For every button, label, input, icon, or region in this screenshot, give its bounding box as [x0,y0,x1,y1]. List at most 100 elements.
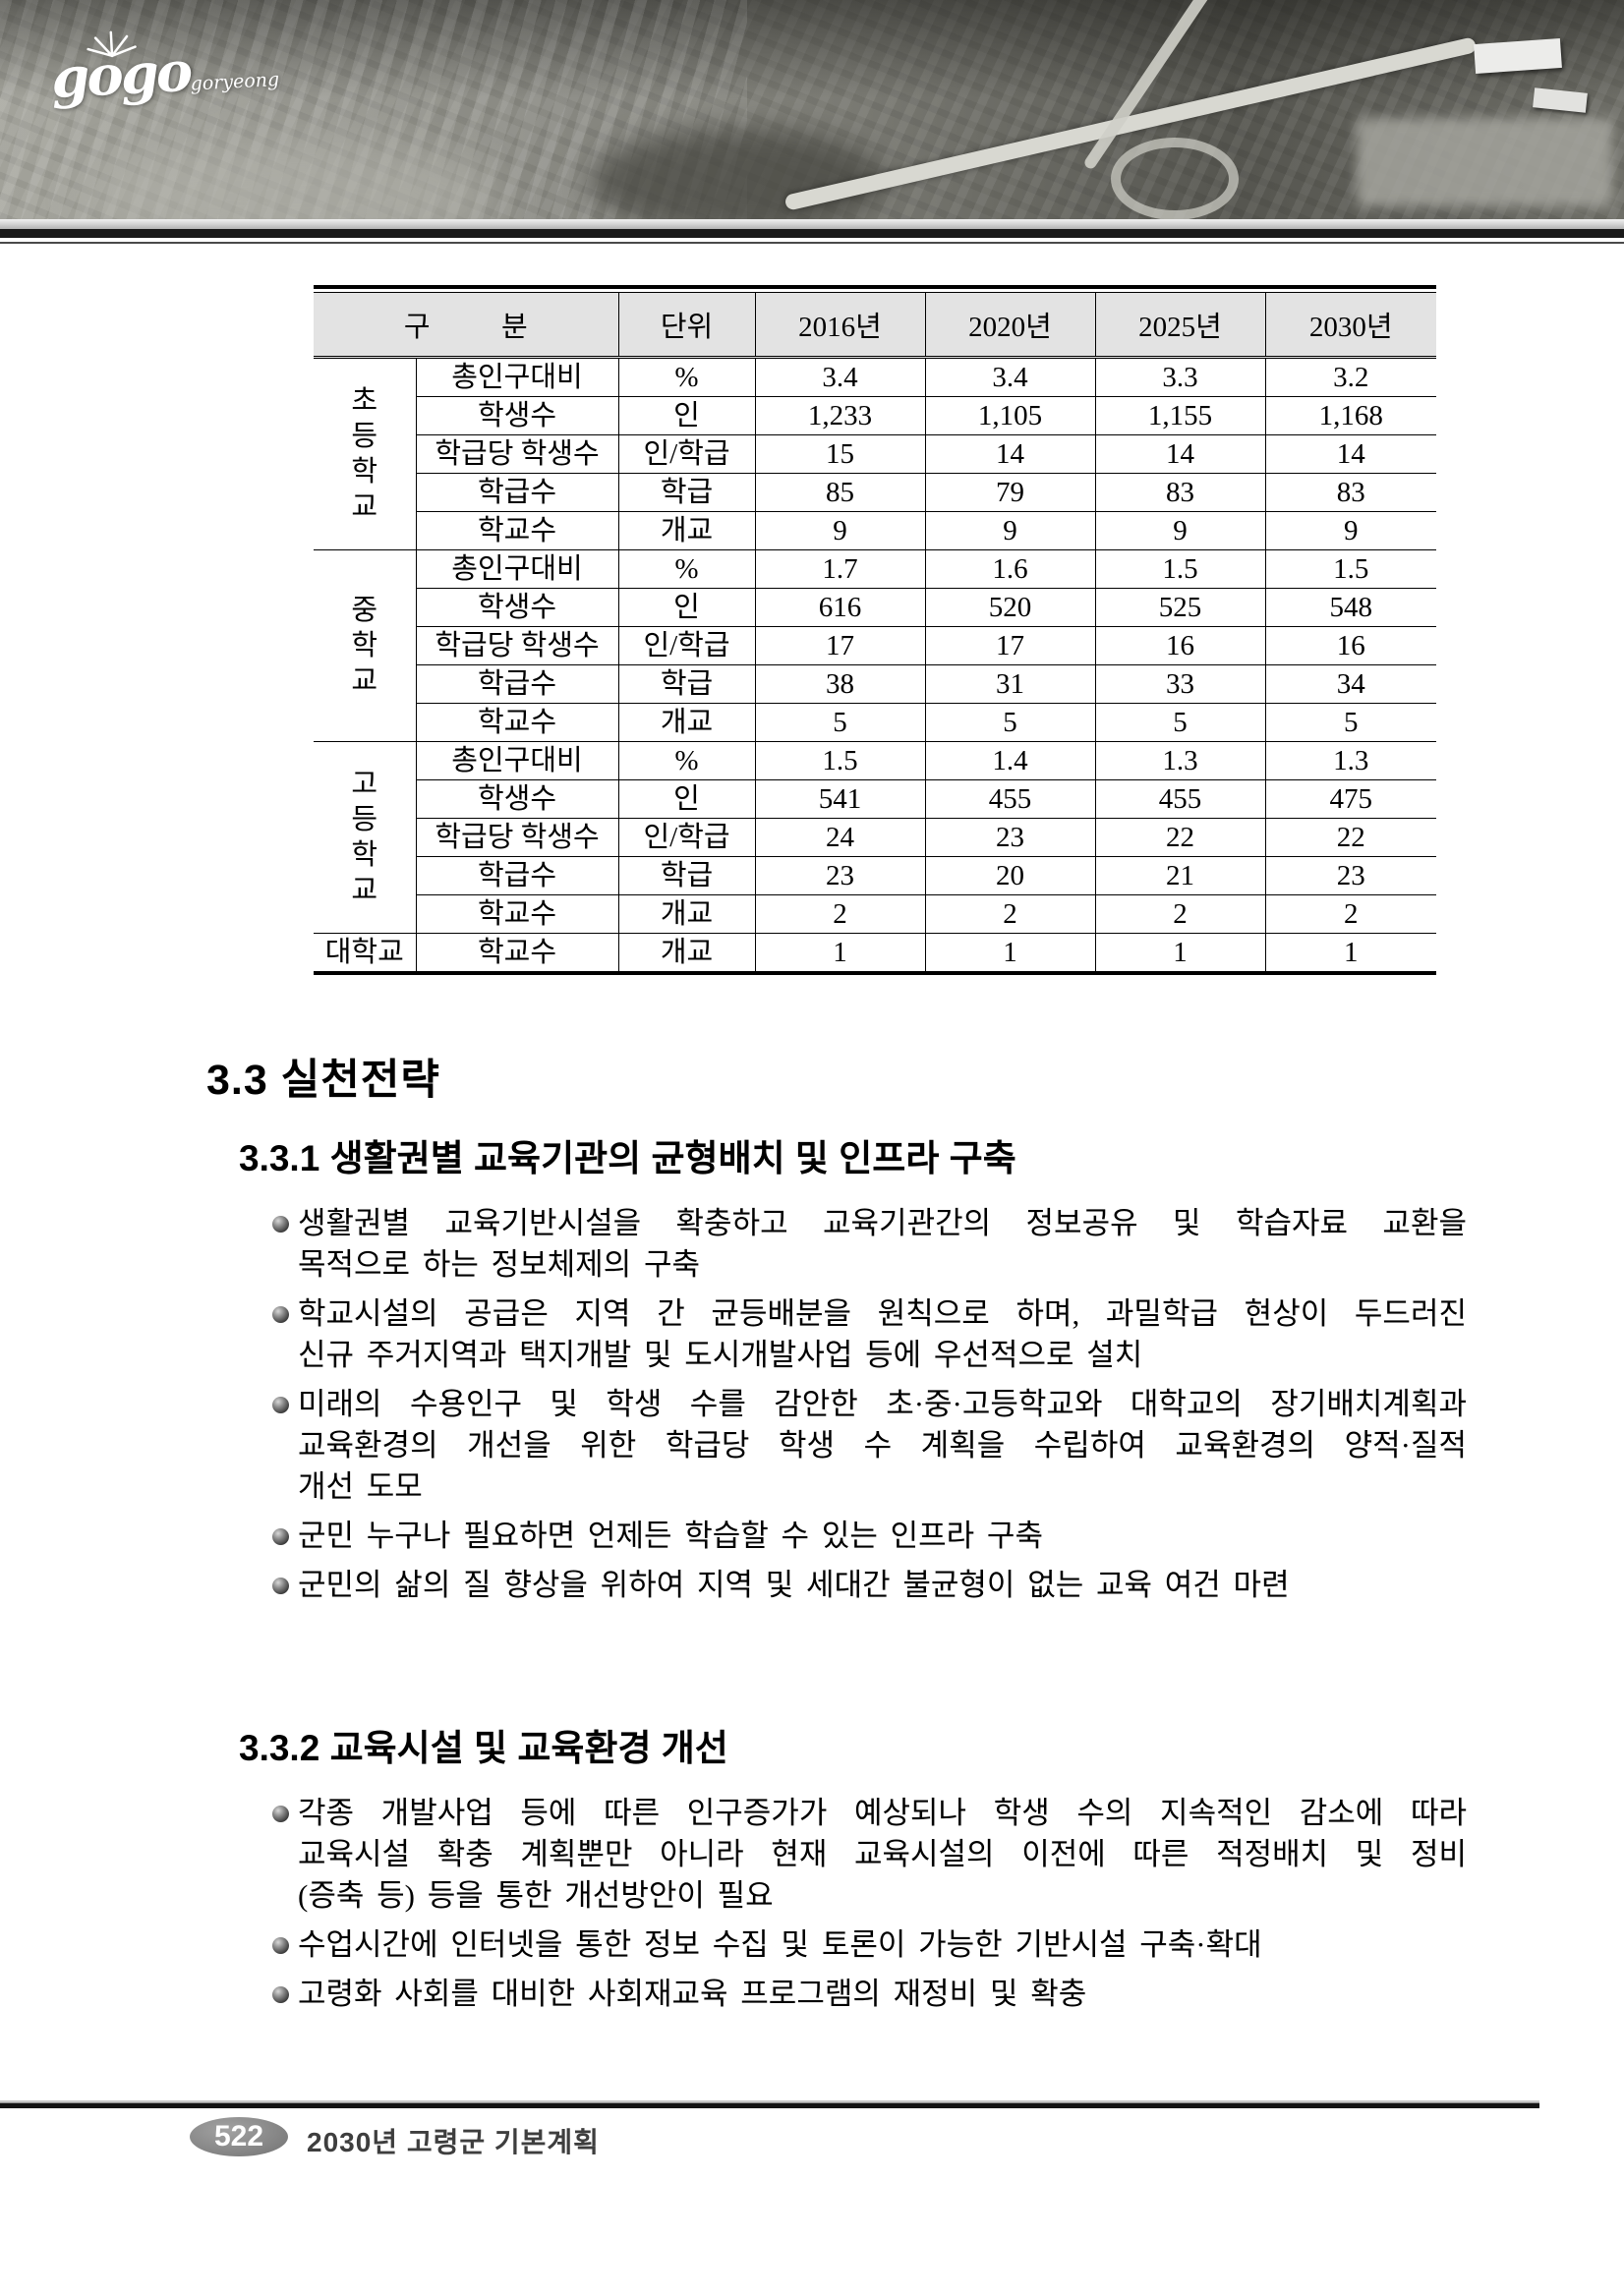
cell-unit: 인 [617,396,755,435]
logo-text-sub: goryeong [190,68,280,95]
footer-divider-line [0,2100,1539,2108]
cell-value: 5 [1264,703,1436,742]
cell-value: 83 [1264,473,1436,512]
cell-unit: % [617,741,755,780]
cell-unit: 인/학급 [617,626,755,665]
cell-value: 3.2 [1264,357,1436,397]
cell-value: 520 [924,588,1095,627]
cell-value: 34 [1264,664,1436,704]
bullet-icon [272,1397,289,1413]
bullet-text-line: (증축 등) 등을 통한 개선방안이 필요 [298,1878,774,1913]
bullet-icon [272,1306,289,1323]
cell-label: 학생수 [415,396,618,435]
cell-unit: 인/학급 [617,434,755,474]
cell-value: 2 [1094,894,1265,934]
cell-label: 학급당 학생수 [415,434,618,474]
cell-label: 학교수 [415,933,618,974]
section-3-3-1-title: 3.3.1 생활권별 교육기관의 균형배치 및 인프라 구축 [239,1138,1016,1178]
cell-label: 총인구대비 [415,357,618,397]
cell-value: 1 [1094,933,1265,974]
table-row: 학교수 개교 5 5 5 5 [314,703,1436,742]
table-row: 학생수 인 541 455 455 475 [314,779,1436,819]
photo-parking-lot [1357,118,1612,206]
table-row: 학급당 학생수 인/학급 17 17 16 16 [314,626,1436,665]
cell-value: 15 [754,434,925,474]
cell-value: 22 [1264,818,1436,857]
bullet-text-line: 개선 도모 [298,1469,423,1504]
bullet-text-line: 각종 개발사업 등에 따른 인구증가가 예상되나 학생 수의 지속적인 감소에 … [298,1796,1467,1830]
cell-unit: 학급 [617,473,755,512]
bullet-item: 군민 누구나 필요하면 언제든 학습할 수 있는 인프라 구축 [272,1516,1467,1557]
bullet-icon [272,1578,289,1594]
sun-rays-icon [87,30,137,58]
cell-unit: 개교 [617,511,755,550]
cell-value: 475 [1264,779,1436,819]
table-body: 초 등 학 교 총인구대비% 3.4 3.4 3.3 3.2 학생수 인 1,233 1,105 1… [314,357,1436,974]
bullet-text-line: 고령화 사회를 대비한 사회재교육 프로그램의 재정비 및 확충 [298,1977,1087,2011]
col-header-year-3: 2030년 [1264,292,1436,359]
cell-label: 학생수 [415,588,618,627]
bullet-text: 각종 개발사업 등에 따른 인구증가가 예상되나 학생 수의 지속적인 감소에 … [298,1793,1467,1917]
cell-value: 9 [924,511,1095,550]
bullet-icon [272,1937,289,1954]
cell-value: 525 [1094,588,1265,627]
cell-school-type: 고 등 학 교 [314,741,416,934]
table-head: 구 분 단위 2016년 2020년 2025년 2030년 [314,292,1436,359]
cell-label: 학교수 [415,511,618,550]
bullet-text-line: 생활권별 교육기반시설을 확충하고 교육기관간의 정보공유 및 학습자료 교환을 [298,1206,1467,1240]
cell-value: 14 [1094,434,1265,474]
cell-value: 9 [754,511,925,550]
cell-value: 455 [1094,779,1265,819]
bullet-item: 생활권별 교육기반시설을 확충하고 교육기관간의 정보공유 및 학습자료 교환을… [272,1203,1467,1286]
cell-value: 24 [754,818,925,857]
cell-value: 5 [1094,703,1265,742]
bullet-item: 학교시설의 공급은 지역 간 균등배분을 원칙으로 하며, 과밀학급 현상이 두… [272,1293,1467,1376]
photo-building [1474,37,1562,75]
cell-value: 79 [924,473,1095,512]
cell-value: 1.3 [1094,741,1265,780]
cell-school-type: 초 등 학 교 [314,357,416,550]
cell-unit: 인 [617,588,755,627]
table-row: 중 학 교 총인구대비% 1.7 1.6 1.5 1.5 [314,549,1436,742]
col-header-category: 구 분 [314,292,618,359]
bullet-item: 미래의 수용인구 및 학생 수를 감안한 초·중·고등학교와 대학교의 장기배치… [272,1384,1467,1508]
section-3-3-2-title: 3.3.2 교육시설 및 교육환경 개선 [239,1728,728,1768]
cell-value: 16 [1094,626,1265,665]
bullet-text-line: 교육환경의 개선을 위한 학급당 학생 수 계획을 수립하여 교육환경의 양적·… [298,1428,1467,1463]
cell-school-type: 대학교 [314,933,416,974]
school-statistics-table-wrap: 구 분 단위 2016년 2020년 2025년 2030년 초 등 학 교 총인구대비% 3… [314,285,1436,975]
cell-unit: % [617,357,755,397]
cell-value: 33 [1094,664,1265,704]
cell-value: 541 [754,779,925,819]
cell-label: 학교수 [415,703,618,742]
section-3-3-2-bullet-list: 각종 개발사업 등에 따른 인구증가가 예상되나 학생 수의 지속적인 감소에 … [272,1793,1467,2023]
cell-unit: 개교 [617,894,755,934]
table-row: 학급당 학생수 인/학급 15 14 14 14 [314,434,1436,474]
col-header-year-0: 2016년 [754,292,925,359]
bullet-text-line: 군민 누구나 필요하면 언제든 학습할 수 있는 인프라 구축 [298,1519,1043,1553]
bullet-text-line: 미래의 수용인구 및 학생 수를 감안한 초·중·고등학교와 대학교의 장기배치… [298,1387,1467,1421]
bullet-icon [272,1806,289,1822]
table-row: 고 등 학 교 총인구대비% 1.5 1.4 1.3 1.3 [314,741,1436,934]
bullet-text: 생활권별 교육기반시설을 확충하고 교육기관간의 정보공유 및 학습자료 교환을… [298,1203,1467,1286]
cell-label: 학생수 [415,779,618,819]
cell-unit: 학급 [617,664,755,704]
cell-label: 학급수 [415,473,618,512]
footer-doc-title: 2030년 고령군 기본계획 [307,2127,600,2157]
table-row: 학생수 인 616 520 525 548 [314,588,1436,627]
cell-value: 85 [754,473,925,512]
cell-value: 3.3 [1094,357,1265,397]
cell-value: 1,155 [1094,396,1265,435]
section-3-3-1-bullet-list: 생활권별 교육기반시설을 확충하고 교육기관간의 정보공유 및 학습자료 교환을… [272,1203,1467,1614]
divider-dark-line [0,229,1624,238]
bullet-text: 미래의 수용인구 및 학생 수를 감안한 초·중·고등학교와 대학교의 장기배치… [298,1384,1467,1508]
photo-interchange-loop [1111,138,1239,219]
cell-value: 1.7 [754,549,925,589]
cell-value: 1 [1264,933,1436,974]
cell-value: 1,105 [924,396,1095,435]
cell-value: 2 [754,894,925,934]
cell-value: 20 [924,856,1095,895]
header-photo: gogogoryeong [0,0,1624,219]
cell-value: 31 [924,664,1095,704]
